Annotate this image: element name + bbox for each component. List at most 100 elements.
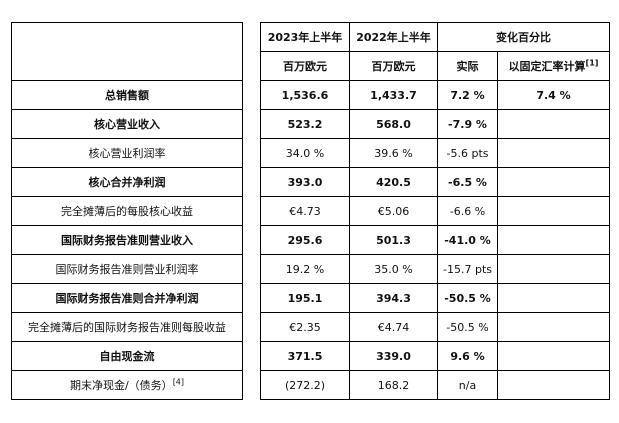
row-label: 期末净现金/（债务）[4] bbox=[11, 370, 243, 400]
row-label: 自由现金流 bbox=[11, 341, 243, 371]
value-2023: 1,536.6 bbox=[260, 80, 350, 110]
change-actual: -50.5 % bbox=[437, 283, 498, 313]
change-constant bbox=[497, 109, 610, 139]
row-label: 国际财务报告准则营业利润率 bbox=[11, 254, 243, 284]
table-row: 自由现金流 bbox=[11, 341, 243, 371]
value-2023: 19.2 % bbox=[260, 254, 350, 284]
row-label: 国际财务报告准则营业收入 bbox=[11, 225, 243, 255]
value-2023: €4.73 bbox=[260, 196, 350, 226]
unit-2022: 百万欧元 bbox=[349, 51, 438, 81]
value-2022: 39.6 % bbox=[349, 138, 438, 168]
change-constant bbox=[497, 283, 610, 313]
row-label: 国际财务报告准则合并净利润 bbox=[11, 283, 243, 313]
table-row: 核心营业收入 bbox=[11, 109, 243, 139]
header-constant: 以固定汇率计算[1] bbox=[497, 51, 610, 81]
value-2023: 34.0 % bbox=[260, 138, 350, 168]
row-label-text: 期末净现金/（债务） bbox=[69, 379, 173, 392]
change-actual: -15.7 pts bbox=[437, 254, 498, 284]
row-label: 核心合并净利润 bbox=[11, 167, 243, 197]
value-2022: 394.3 bbox=[349, 283, 438, 313]
row-label-text: 总销售额 bbox=[105, 89, 149, 102]
value-2023: 295.6 bbox=[260, 225, 350, 255]
value-2022: 339.0 bbox=[349, 341, 438, 371]
value-2022: 168.2 bbox=[349, 370, 438, 400]
change-constant: 7.4 % bbox=[497, 80, 610, 110]
table-row: 国际财务报告准则营业利润率 bbox=[11, 254, 243, 284]
table-row: 371.5 339.0 9.6 % bbox=[260, 341, 610, 371]
change-constant bbox=[497, 196, 610, 226]
row-label: 核心营业收入 bbox=[11, 109, 243, 139]
row-label-text: 核心营业利润率 bbox=[88, 147, 166, 160]
change-actual: -7.9 % bbox=[437, 109, 498, 139]
change-actual: -6.5 % bbox=[437, 167, 498, 197]
header-actual: 实际 bbox=[437, 51, 498, 81]
table-row: 19.2 % 35.0 % -15.7 pts bbox=[260, 254, 610, 284]
row-label: 总销售额 bbox=[11, 80, 243, 110]
row-label-text: 国际财务报告准则合并净利润 bbox=[55, 292, 199, 305]
table-row: €4.73 €5.06 -6.6 % bbox=[260, 196, 610, 226]
row-label-text: 核心合并净利润 bbox=[88, 176, 166, 189]
table-row: 34.0 % 39.6 % -5.6 pts bbox=[260, 138, 610, 168]
table-row: 核心合并净利润 bbox=[11, 167, 243, 197]
change-constant bbox=[497, 312, 610, 342]
change-constant bbox=[497, 370, 610, 400]
change-constant bbox=[497, 138, 610, 168]
value-2022: 568.0 bbox=[349, 109, 438, 139]
header-2023: 2023年上半年 bbox=[260, 22, 350, 52]
change-constant bbox=[497, 225, 610, 255]
footnote-ref: [4] bbox=[172, 377, 185, 387]
table-row: 523.2 568.0 -7.9 % bbox=[260, 109, 610, 139]
value-2023: 195.1 bbox=[260, 283, 350, 313]
row-label: 完全摊薄后的国际财务报告准则每股收益 bbox=[11, 312, 243, 342]
value-2023: €2.35 bbox=[260, 312, 350, 342]
table-row: 国际财务报告准则合并净利润 bbox=[11, 283, 243, 313]
constant-label: 以固定汇率计算 bbox=[508, 60, 586, 73]
blank-header-cell bbox=[11, 22, 243, 81]
change-constant bbox=[497, 341, 610, 371]
change-actual: -41.0 % bbox=[437, 225, 498, 255]
table-row: 295.6 501.3 -41.0 % bbox=[260, 225, 610, 255]
table-row: 完全摊薄后的国际财务报告准则每股收益 bbox=[11, 312, 243, 342]
change-actual: -5.6 pts bbox=[437, 138, 498, 168]
header-2022: 2022年上半年 bbox=[349, 22, 438, 52]
table-row: 1,536.6 1,433.7 7.2 % 7.4 % bbox=[260, 80, 610, 110]
row-label: 核心营业利润率 bbox=[11, 138, 243, 168]
change-constant bbox=[497, 254, 610, 284]
row-label-text: 自由现金流 bbox=[99, 350, 155, 363]
change-actual: 7.2 % bbox=[437, 80, 498, 110]
value-2022: 35.0 % bbox=[349, 254, 438, 284]
table-row: €2.35 €4.74 -50.5 % bbox=[260, 312, 610, 342]
change-actual: n/a bbox=[437, 370, 498, 400]
value-2022: 501.3 bbox=[349, 225, 438, 255]
change-actual: 9.6 % bbox=[437, 341, 498, 371]
table-row: 国际财务报告准则营业收入 bbox=[11, 225, 243, 255]
row-label-text: 核心营业收入 bbox=[94, 118, 160, 131]
table-row: 核心营业利润率 bbox=[11, 138, 243, 168]
table-row: 完全摊薄后的每股核心收益 bbox=[11, 196, 243, 226]
change-actual: -6.6 % bbox=[437, 196, 498, 226]
value-2023: 393.0 bbox=[260, 167, 350, 197]
unit-2023: 百万欧元 bbox=[260, 51, 350, 81]
footnote-ref: [1] bbox=[585, 58, 599, 68]
change-constant bbox=[497, 167, 610, 197]
table-row: (272.2) 168.2 n/a bbox=[260, 370, 610, 400]
value-2022: €5.06 bbox=[349, 196, 438, 226]
table-row: 393.0 420.5 -6.5 % bbox=[260, 167, 610, 197]
value-2023: 523.2 bbox=[260, 109, 350, 139]
value-2022: €4.74 bbox=[349, 312, 438, 342]
row-label-text: 完全摊薄后的每股核心收益 bbox=[61, 205, 193, 218]
figures-table: 2023年上半年 2022年上半年 变化百分比 百万欧元 百万欧元 实际 以固定… bbox=[260, 22, 610, 400]
header-change: 变化百分比 bbox=[437, 22, 610, 52]
row-label-text: 国际财务报告准则营业利润率 bbox=[55, 263, 199, 276]
change-actual: -50.5 % bbox=[437, 312, 498, 342]
value-2023: 371.5 bbox=[260, 341, 350, 371]
table-row: 期末净现金/（债务）[4] bbox=[11, 370, 243, 400]
row-labels-table: 总销售额 核心营业收入 核心营业利润率 核心合并净利润 完全摊薄后的每股核心收益 国际财务… bbox=[11, 22, 243, 400]
row-label-text: 完全摊薄后的国际财务报告准则每股收益 bbox=[28, 321, 226, 334]
table-row: 195.1 394.3 -50.5 % bbox=[260, 283, 610, 313]
table-row: 总销售额 bbox=[11, 80, 243, 110]
value-2022: 1,433.7 bbox=[349, 80, 438, 110]
row-label: 完全摊薄后的每股核心收益 bbox=[11, 196, 243, 226]
value-2022: 420.5 bbox=[349, 167, 438, 197]
value-2023: (272.2) bbox=[260, 370, 350, 400]
